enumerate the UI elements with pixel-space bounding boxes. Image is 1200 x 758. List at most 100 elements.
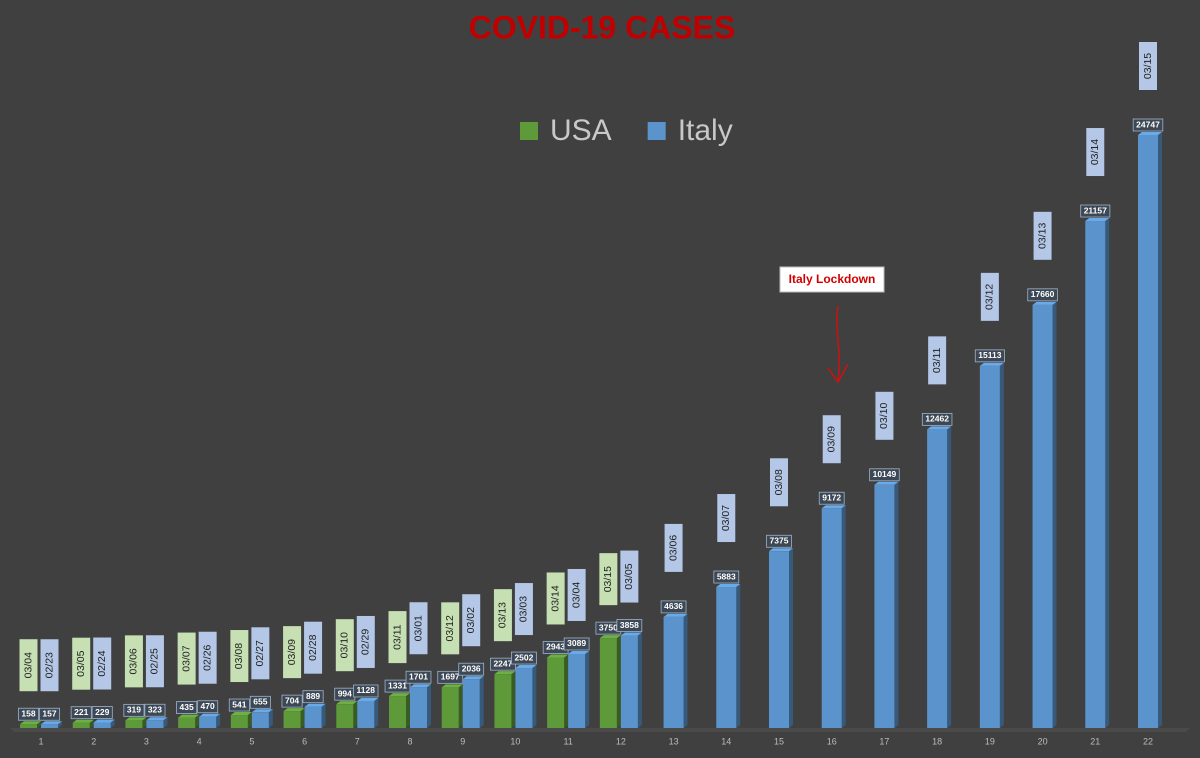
data-label: 319 [123,703,145,717]
data-label-text: 5883 [717,571,736,581]
bar [462,679,480,728]
data-label-box [1027,288,1058,302]
bar [41,724,58,728]
bar [336,704,354,728]
date-label: 03/14 [1089,139,1101,165]
bar-side [947,426,952,728]
date-label-box [493,589,512,642]
date-label: 03/14 [549,585,561,611]
date-label-box [124,635,143,688]
bar [663,616,684,728]
bar [146,720,164,728]
date-label-box [40,639,59,692]
date-label-box [717,494,736,543]
data-label-box [405,670,432,684]
bar [927,429,948,728]
bar-side [637,632,642,728]
data-label-text: 10149 [873,469,897,479]
data-label: 323 [144,703,166,717]
bar-top [93,719,115,723]
data-label-text: 541 [232,699,246,709]
data-label-text: 17660 [1031,289,1055,299]
bar-top [620,632,642,636]
bar [769,551,789,728]
bar-top [304,703,326,707]
data-label: 17660 [1027,288,1058,302]
annotation-arrow [836,305,840,381]
bar-top [283,708,305,712]
bar-top [515,665,537,669]
date-label-box [567,568,586,621]
data-label: 12462 [921,412,953,426]
data-label-box [249,695,271,709]
date-label-box [335,619,354,672]
data-label-text: 889 [306,691,320,701]
data-label: 2502 [511,651,537,665]
date-label-box [1139,42,1157,90]
bar-top [230,712,252,716]
data-label-text: 221 [74,707,88,717]
bar-top [389,693,410,697]
bar [357,700,375,728]
data-label-box [144,703,166,717]
data-label: 655 [249,695,271,709]
bar-top [251,709,273,713]
date-label: 03/07 [720,505,732,531]
bar-side [841,505,846,728]
date-label: 02/28 [307,634,319,660]
bar-top [357,697,379,701]
data-label-text: 24747 [1136,119,1160,129]
date-label-box [1086,128,1105,177]
data-label-text: 158 [21,708,35,718]
data-label-box [921,412,953,426]
data-label: 541 [228,698,250,712]
x-tick-label: 12 [616,736,626,746]
data-label: 5883 [713,570,740,584]
data-label-box [91,706,113,719]
data-label-box [197,700,219,714]
bar [494,674,512,728]
data-label: 994 [334,687,356,701]
data-label-text: 2036 [462,663,481,673]
annotation: Italy Lockdown [779,266,885,384]
data-label: 24747 [1132,118,1164,132]
bar [199,716,217,728]
bar-side [1105,218,1110,728]
data-label-text: 7375 [770,536,789,546]
date-label-box [409,602,428,655]
data-label: 2943 [542,641,569,654]
bar [93,722,111,728]
date-label-box [177,632,196,685]
date-label: 03/02 [465,607,477,633]
annotation-box [779,266,885,293]
data-label-text: 319 [127,705,141,715]
x-tick-label: 2 [91,736,96,746]
date-label: 03/15 [602,566,614,592]
date-label-box [462,594,481,647]
bar-side [564,654,569,728]
date-label-box [251,627,270,680]
x-tick-label: 5 [249,736,254,746]
bar [515,668,533,728]
bar-side [163,717,168,728]
bar-top [125,717,147,721]
bar-side [479,676,484,728]
data-label-box [660,600,687,614]
data-label-box [1132,118,1164,132]
date-label: 03/06 [128,648,140,674]
bar [283,711,301,728]
data-label-box [616,619,643,632]
bar-side [427,684,431,728]
x-tick-label: 18 [932,736,942,746]
bar-side [110,719,115,728]
data-label-box [353,684,379,698]
data-label-text: 12462 [925,414,949,424]
data-label-box [39,707,60,721]
bar-side [511,671,516,728]
data-label: 7375 [766,534,792,548]
date-label: 03/04 [22,652,34,678]
data-label-text: 2943 [546,642,565,652]
data-label-text: 229 [95,707,109,717]
data-label-box [176,701,198,714]
